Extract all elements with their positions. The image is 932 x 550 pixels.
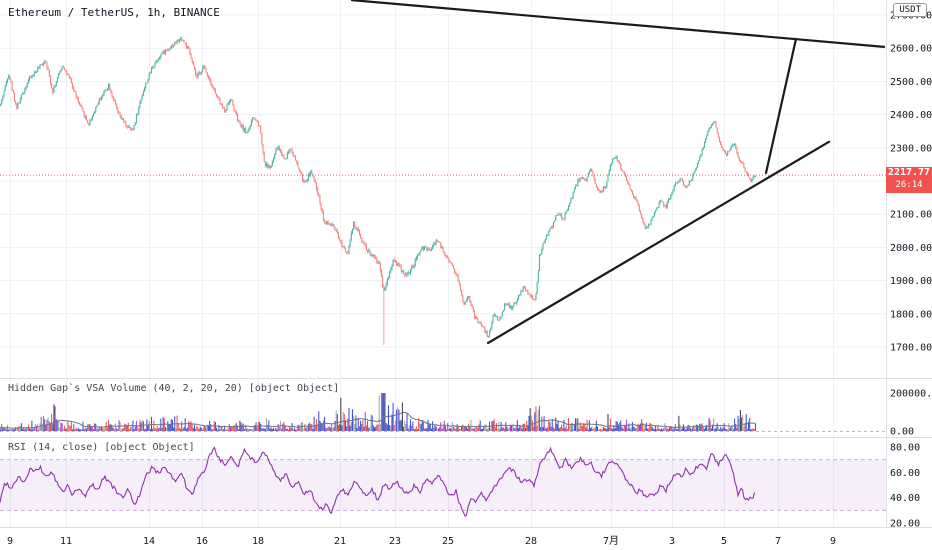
volume-tick-label: 200000.00: [890, 389, 932, 400]
currency-badge[interactable]: USDT: [893, 3, 927, 17]
price-axis-scale[interactable]: [886, 0, 932, 527]
descending-trendline[interactable]: [350, 0, 886, 49]
rsi-line: [0, 446, 756, 517]
time-tick-label: 5: [721, 536, 727, 547]
connector-line[interactable]: [764, 37, 798, 175]
price-tick-label: 1700.00: [890, 343, 932, 354]
volume-series: [0, 393, 757, 431]
rsi-indicator-label[interactable]: RSI (14, close) [object Object]: [8, 442, 195, 453]
candlestick-series: [0, 36, 757, 346]
price-tick-label: 2000.00: [890, 243, 932, 254]
price-tick-label: 2600.00: [890, 44, 932, 55]
volume-ma-line: [0, 411, 756, 431]
bar-countdown: 26:14: [895, 179, 923, 190]
rsi-tick-label: 20.00: [890, 519, 920, 530]
price-tick-label: 2300.00: [890, 143, 932, 154]
time-tick-label: 18: [252, 536, 264, 547]
time-tick-label: 21: [334, 536, 346, 547]
volume-tick-label: 0.00: [890, 427, 914, 438]
price-tick-label: 1800.00: [890, 309, 932, 320]
symbol-title[interactable]: Ethereum / TetherUS, 1h, BINANCE: [8, 6, 220, 19]
time-tick-label: 14: [143, 536, 155, 547]
last-price-value: 2217.77: [887, 167, 931, 178]
grid-lines: [0, 0, 886, 527]
time-tick-label: 9: [7, 536, 13, 547]
time-tick-label: 16: [196, 536, 208, 547]
volume-indicator-label[interactable]: Hidden Gap`s VSA Volume (40, 2, 20, 20) …: [8, 383, 340, 394]
rsi-band: [0, 459, 886, 511]
time-tick-label: 7月: [603, 535, 619, 547]
time-tick-label: 25: [442, 536, 454, 547]
price-tick-label: 2500.00: [890, 77, 932, 88]
price-tick-label: 2100.00: [890, 210, 932, 221]
rsi-tick-label: 60.00: [890, 468, 920, 479]
rsi-tick-label: 80.00: [890, 443, 920, 454]
price-tick-label: 1900.00: [890, 276, 932, 287]
price-tick-label: 2400.00: [890, 110, 932, 121]
ascending-trendline[interactable]: [486, 140, 831, 345]
last-price-label[interactable]: 2217.77 26:14: [886, 167, 932, 193]
time-axis-scale[interactable]: [0, 527, 886, 550]
time-tick-label: 28: [525, 536, 537, 547]
time-tick-label: 23: [389, 536, 401, 547]
pane-separators: [0, 0, 932, 528]
rsi-tick-label: 40.00: [890, 493, 920, 504]
time-tick-label: 3: [669, 536, 675, 547]
trendline-drawings[interactable]: [350, 0, 886, 345]
time-tick-label: 9: [830, 536, 836, 547]
time-tick-label: 11: [60, 536, 72, 547]
time-tick-label: 7: [775, 536, 781, 547]
